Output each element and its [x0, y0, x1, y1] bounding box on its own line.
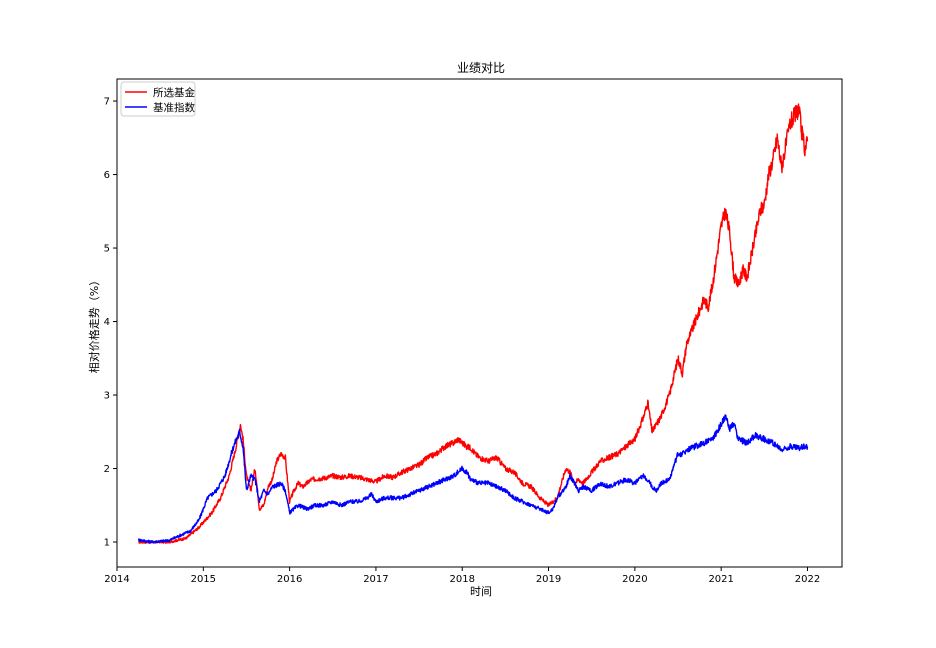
x-tick-label: 2015 — [191, 574, 216, 585]
legend-label-benchmark: 基准指数 — [153, 101, 195, 114]
x-tick-label: 2020 — [622, 574, 647, 585]
x-tick-label: 2014 — [104, 574, 129, 585]
y-tick-label: 4 — [104, 317, 110, 328]
x-tick-label: 2018 — [450, 574, 475, 585]
y-tick-label: 6 — [104, 170, 110, 181]
x-axis: 2014 2015 2016 2017 2018 2019 2020 2021 2022 — [104, 567, 820, 585]
x-tick-label: 2019 — [536, 574, 561, 585]
fund-line — [138, 103, 809, 544]
plot-area — [116, 78, 843, 568]
legend-label-fund: 所选基金 — [153, 86, 195, 99]
x-tick-label: 2021 — [708, 574, 733, 585]
series-lines — [137, 103, 809, 544]
x-tick-label: 2022 — [795, 574, 820, 585]
chart-title: 业绩对比 — [457, 61, 505, 75]
y-tick-label: 1 — [104, 538, 110, 549]
y-tick-label: 7 — [104, 97, 110, 108]
y-tick-label: 3 — [104, 391, 110, 402]
y-axis-label: 相对价格走势（%） — [87, 275, 101, 373]
x-tick-label: 2016 — [277, 574, 302, 585]
x-tick-label: 2017 — [363, 574, 388, 585]
x-axis-label: 时间 — [470, 585, 492, 598]
y-axis: 1 2 3 4 5 6 7 — [104, 97, 117, 549]
legend: 所选基金 基准指数 — [120, 81, 196, 117]
benchmark-line — [137, 414, 809, 544]
y-tick-label: 5 — [104, 244, 110, 255]
y-tick-label: 2 — [104, 464, 110, 475]
